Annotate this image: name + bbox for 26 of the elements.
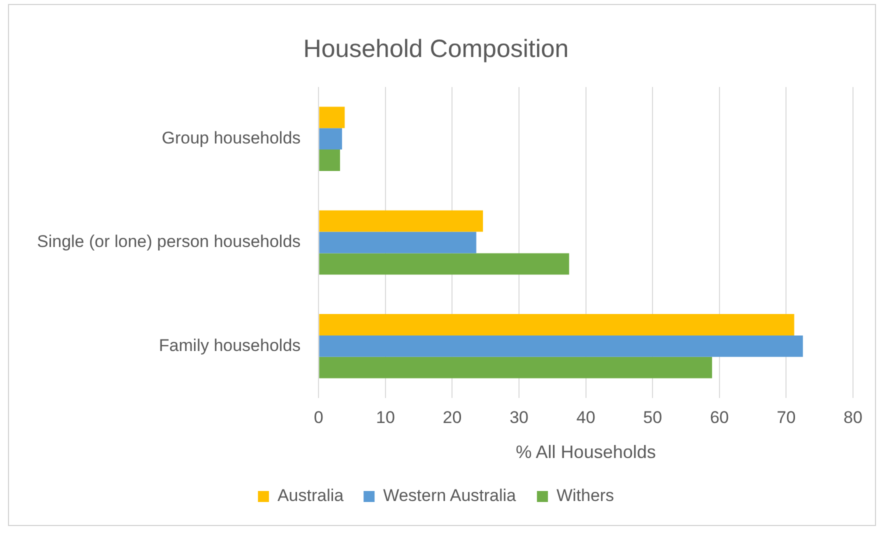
y-tick-label: Single (or lone) person households xyxy=(36,232,301,252)
x-axis-title: % All Households xyxy=(516,442,656,462)
bar xyxy=(319,210,483,232)
bar xyxy=(319,356,712,378)
chart-title: Household Composition xyxy=(303,34,569,63)
legend-label: Australia xyxy=(277,486,344,506)
x-tick-label: 20 xyxy=(442,408,462,427)
bar xyxy=(319,106,345,128)
legend-label: Withers xyxy=(556,486,614,506)
legend-label: Western Australia xyxy=(383,486,517,506)
x-tick-label: 50 xyxy=(643,408,662,427)
x-tick-label: 30 xyxy=(510,408,528,427)
bar xyxy=(319,150,340,171)
y-tick-label: Group households xyxy=(162,128,301,148)
bar xyxy=(319,232,476,254)
x-tick-label: 40 xyxy=(576,408,596,427)
x-tick-label: 60 xyxy=(710,408,729,427)
x-tick-label: 10 xyxy=(376,408,395,427)
bar xyxy=(319,253,570,275)
bar xyxy=(319,335,803,357)
bar xyxy=(319,128,342,150)
y-tick-label: Family households xyxy=(158,336,301,355)
x-tick-label: 0 xyxy=(314,408,324,427)
x-tick-label: 80 xyxy=(844,408,862,427)
x-tick-label: 70 xyxy=(776,408,796,427)
bar xyxy=(319,314,794,336)
